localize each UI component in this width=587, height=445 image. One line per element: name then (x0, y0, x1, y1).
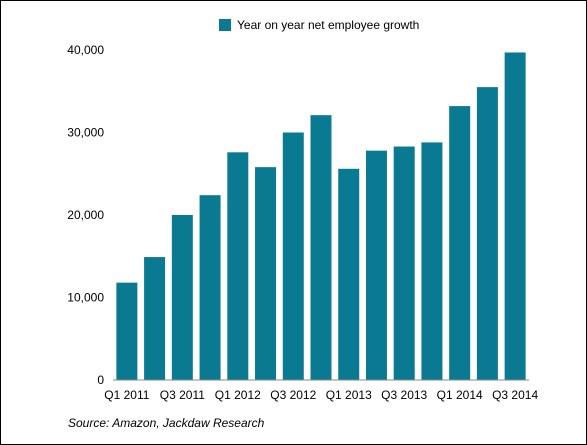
y-tick-label: 0 (97, 373, 104, 387)
x-axis-ticks: Q1 2011 Q3 2011 Q1 2012 Q3 2012 Q1 2013 Q3 20… (104, 388, 538, 402)
bar-q2-2014 (476, 87, 498, 381)
bar-q3-2012 (282, 132, 304, 380)
x-tick-label: Q1 2014 (437, 388, 483, 402)
bar-q1-2014 (449, 106, 471, 380)
bar-q4-2011 (199, 195, 221, 380)
bar-q1-2013 (338, 168, 360, 380)
bar-q4-2012 (310, 115, 332, 381)
x-tick-label: Q3 2012 (270, 388, 316, 402)
bar-q1-2012 (227, 152, 249, 380)
bar-q1-2011 (116, 282, 138, 380)
x-tick-label: Q3 2011 (160, 388, 205, 402)
x-tick-label: Q3 2013 (381, 388, 427, 402)
bar-q3-2013 (393, 146, 415, 380)
legend: Year on year net employee growth (219, 18, 419, 32)
bar-q3-2011 (171, 215, 193, 380)
source-note: Source: Amazon, Jackdaw Research (68, 416, 265, 430)
x-tick-label: Q1 2013 (326, 388, 372, 402)
bar-q3-2014 (504, 52, 526, 380)
legend-label: Year on year net employee growth (237, 18, 419, 32)
y-tick-label: 40,000 (67, 43, 104, 57)
bar-q2-2013 (365, 150, 387, 380)
y-tick-label: 20,000 (67, 208, 104, 222)
bar-q2-2011 (144, 257, 166, 380)
bar-q2-2012 (255, 167, 277, 380)
y-tick-label: 30,000 (67, 126, 104, 140)
x-tick-label: Q1 2012 (215, 388, 261, 402)
legend-swatch (219, 19, 231, 31)
y-tick-label: 10,000 (67, 291, 104, 305)
x-tick-label: Q1 2011 (104, 388, 149, 402)
y-axis-ticks: 0 10,000 20,000 30,000 40,000 (67, 43, 104, 387)
x-tick-label: Q3 2014 (492, 388, 538, 402)
bars (116, 52, 526, 381)
bar-q4-2013 (421, 142, 443, 380)
